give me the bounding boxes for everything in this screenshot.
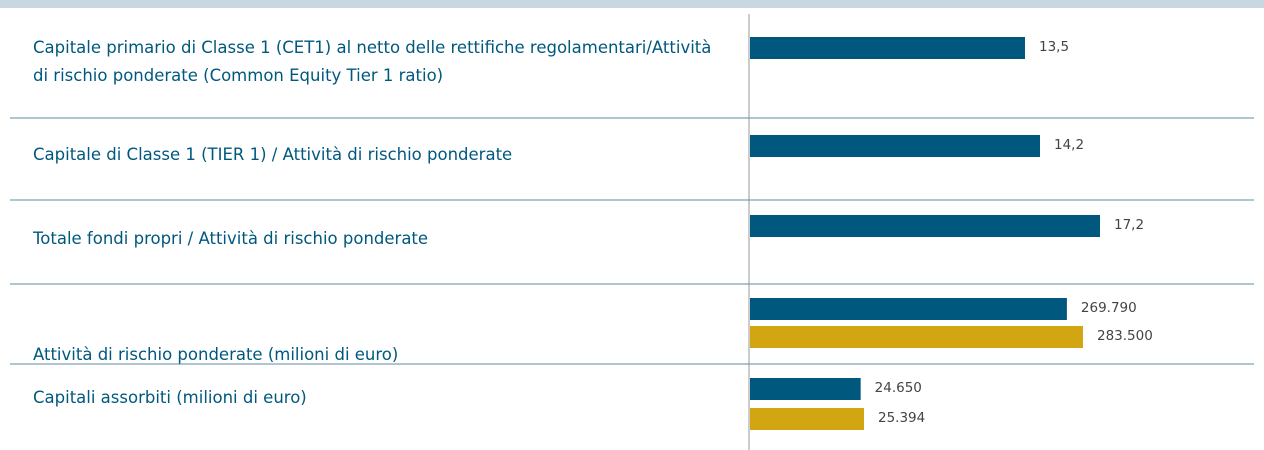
value-label: 269.790 — [1081, 300, 1137, 316]
bar — [750, 408, 864, 430]
bar — [750, 378, 861, 400]
value-label: 13,5 — [1039, 39, 1069, 55]
category-label: Capitale primario di Classe 1 (CET1) al … — [33, 38, 712, 85]
category-label: Capitale di Classe 1 (TIER 1) / Attività… — [33, 145, 513, 164]
value-label: 14,2 — [1054, 137, 1084, 153]
bar — [750, 215, 1100, 237]
bar — [750, 326, 1083, 348]
bar — [750, 37, 1025, 59]
category-label: Totale fondi propri / Attività di rischi… — [33, 229, 429, 248]
value-label: 17,2 — [1114, 217, 1144, 233]
bar — [750, 135, 1040, 157]
bar — [750, 298, 1067, 320]
top-band — [0, 0, 1264, 8]
value-label: 283.500 — [1097, 328, 1153, 344]
category-label: Capitali assorbiti (milioni di euro) — [33, 388, 307, 407]
value-label: 25.394 — [878, 410, 925, 426]
category-label: Attività di rischio ponderate (milioni d… — [33, 345, 399, 364]
value-label: 24.650 — [875, 380, 922, 396]
